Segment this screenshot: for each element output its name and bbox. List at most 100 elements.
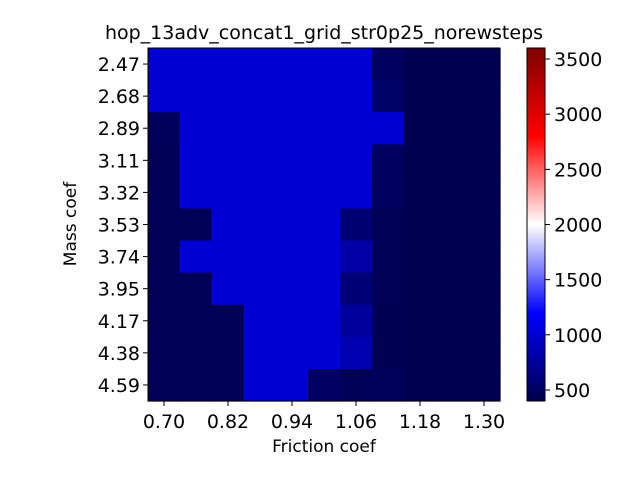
heatmap-cell xyxy=(340,48,373,81)
heatmap-cell xyxy=(276,112,309,145)
colorbar-tick-label: 2500 xyxy=(554,159,602,181)
heatmap-cell xyxy=(468,144,501,177)
heatmap-cell xyxy=(436,80,469,113)
y-tick-label: 4.17 xyxy=(98,311,140,333)
y-axis-ticks: 2.47 2.68 2.89 3.11 3.32 3.53 3.74 3.95 4.17 4.38… xyxy=(98,54,148,397)
heatmap-cell xyxy=(148,272,181,306)
y-tick-label: 3.53 xyxy=(98,215,140,237)
heatmap-cell xyxy=(404,112,437,145)
heatmap-cell xyxy=(468,368,501,402)
heatmap-cell xyxy=(308,112,341,145)
heatmap-cell xyxy=(180,144,213,177)
heatmap-cells xyxy=(148,48,501,402)
heatmap-cell xyxy=(372,144,405,177)
heatmap-cell xyxy=(340,80,373,113)
heatmap-cell xyxy=(148,368,181,402)
colorbar-tick-label: 3500 xyxy=(554,49,602,71)
heatmap-cell xyxy=(308,144,341,177)
heatmap-cell xyxy=(244,304,277,338)
heatmap-cell xyxy=(404,272,437,306)
heatmap-cell xyxy=(340,176,373,210)
y-tick-label: 3.32 xyxy=(98,182,140,204)
heatmap-cell xyxy=(404,208,437,242)
colorbar-ticks: 500 1000 1500 2000 2500 3000 3500 xyxy=(545,49,602,402)
heatmap-cell xyxy=(212,80,245,113)
heatmap-cell xyxy=(244,48,277,81)
heatmap-cell xyxy=(372,272,405,306)
heatmap-cell xyxy=(276,176,309,210)
heatmap-cell xyxy=(436,112,469,145)
heatmap-cell xyxy=(404,144,437,177)
heatmap-cell xyxy=(436,208,469,242)
heatmap-cell xyxy=(180,80,213,113)
heatmap-cell xyxy=(340,240,373,274)
heatmap-cell xyxy=(340,368,373,402)
heatmap-cell xyxy=(276,208,309,242)
heatmap-cell xyxy=(308,176,341,210)
heatmap-cell xyxy=(404,336,437,370)
heatmap-cell xyxy=(212,304,245,338)
heatmap-cell xyxy=(212,272,245,306)
heatmap-cell xyxy=(404,304,437,338)
heatmap-cell xyxy=(148,240,181,274)
x-axis-ticks: 0.70 0.82 0.94 1.06 1.18 1.30 xyxy=(143,401,505,433)
heatmap-cell xyxy=(180,48,213,81)
heatmap-cell xyxy=(468,272,501,306)
heatmap-cell xyxy=(340,208,373,242)
heatmap-cell xyxy=(468,336,501,370)
y-tick-label: 4.59 xyxy=(98,375,140,397)
heatmap-cell xyxy=(244,176,277,210)
heatmap-cell xyxy=(372,240,405,274)
heatmap-cell xyxy=(436,48,469,81)
heatmap-cell xyxy=(468,80,501,113)
heatmap-cell xyxy=(276,48,309,81)
x-tick-label: 1.18 xyxy=(399,411,441,433)
heatmap-cell xyxy=(276,80,309,113)
heatmap-cell xyxy=(308,368,341,402)
y-tick-label: 2.47 xyxy=(98,54,140,76)
heatmap-cell xyxy=(276,240,309,274)
heatmap-cell xyxy=(148,80,181,113)
heatmap-cell xyxy=(148,144,181,177)
heatmap-cell xyxy=(468,208,501,242)
heatmap-cell xyxy=(308,240,341,274)
heatmap-cell xyxy=(468,112,501,145)
heatmap-cell xyxy=(148,208,181,242)
heatmap-cell xyxy=(436,240,469,274)
heatmap-cell xyxy=(212,368,245,402)
y-tick-label: 2.89 xyxy=(98,118,140,140)
heatmap-cell xyxy=(372,336,405,370)
heatmap-cell xyxy=(308,48,341,81)
heatmap-cell xyxy=(468,176,501,210)
chart-title: hop_13adv_concat1_grid_str0p25_norewstep… xyxy=(105,22,543,44)
y-tick-label: 3.11 xyxy=(98,150,140,172)
heatmap-cell xyxy=(276,304,309,338)
heatmap-cell xyxy=(404,240,437,274)
heatmap-cell xyxy=(436,368,469,402)
heatmap-cell xyxy=(436,144,469,177)
heatmap-cell xyxy=(276,336,309,370)
heatmap-cell xyxy=(212,48,245,81)
heatmap-cell xyxy=(308,336,341,370)
x-tick-label: 1.30 xyxy=(463,411,505,433)
heatmap-cell xyxy=(308,272,341,306)
heatmap-cell xyxy=(468,240,501,274)
x-tick-label: 0.94 xyxy=(271,411,313,433)
heatmap-cell xyxy=(436,272,469,306)
heatmap-cell xyxy=(340,272,373,306)
heatmap-cell xyxy=(180,240,213,274)
colorbar xyxy=(526,47,546,402)
heatmap-cell xyxy=(212,144,245,177)
heatmap-cell xyxy=(244,144,277,177)
heatmap-cell xyxy=(244,80,277,113)
heatmap-cell xyxy=(340,336,373,370)
y-tick-label: 2.68 xyxy=(98,86,140,108)
heatmap-cell xyxy=(372,80,405,113)
heatmap-cell xyxy=(468,304,501,338)
heatmap-cell xyxy=(372,208,405,242)
heatmap-cell xyxy=(276,272,309,306)
heatmap-cell xyxy=(372,48,405,81)
x-tick-label: 0.70 xyxy=(143,411,185,433)
heatmap-cell xyxy=(148,48,181,81)
